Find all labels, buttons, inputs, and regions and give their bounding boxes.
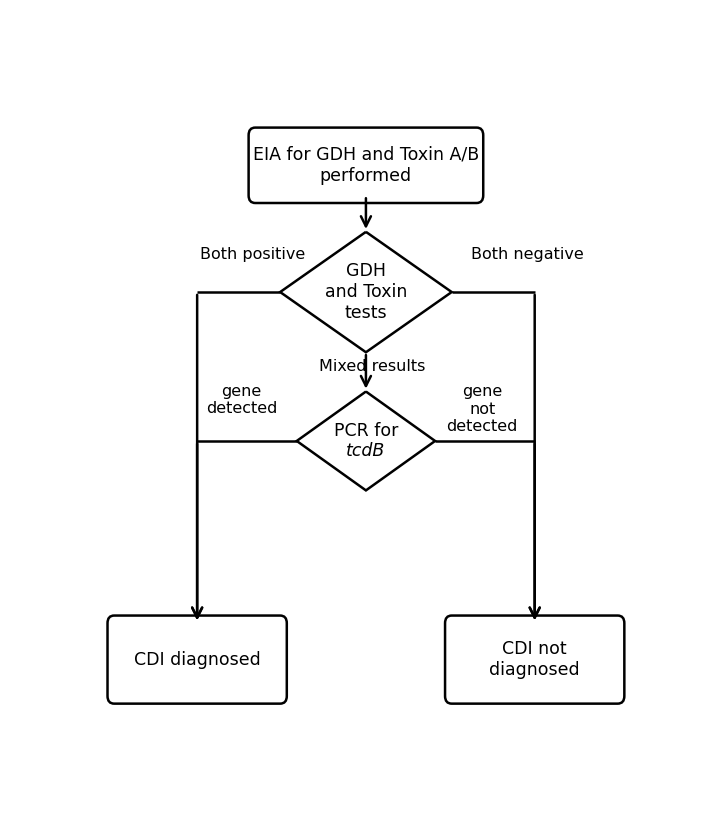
Text: gene
not
detected: gene not detected	[446, 384, 518, 435]
FancyBboxPatch shape	[445, 616, 624, 704]
Text: CDI not
diagnosed: CDI not diagnosed	[489, 640, 580, 679]
FancyBboxPatch shape	[108, 616, 287, 704]
Text: Mixed results: Mixed results	[319, 360, 426, 374]
Polygon shape	[280, 232, 452, 352]
Text: EIA for GDH and Toxin A/B
performed: EIA for GDH and Toxin A/B performed	[253, 146, 479, 184]
Text: and Toxin: and Toxin	[325, 283, 407, 301]
Text: gene
detected: gene detected	[206, 384, 277, 416]
Text: tests: tests	[345, 304, 387, 322]
Text: Both negative: Both negative	[471, 247, 584, 262]
Text: GDH: GDH	[346, 263, 386, 280]
FancyBboxPatch shape	[248, 128, 483, 203]
Polygon shape	[297, 392, 435, 491]
Text: Both positive: Both positive	[200, 247, 305, 262]
Text: PCR for: PCR for	[333, 421, 398, 439]
Text: CDI diagnosed: CDI diagnosed	[134, 651, 261, 668]
Text: tcdB: tcdB	[346, 443, 386, 460]
